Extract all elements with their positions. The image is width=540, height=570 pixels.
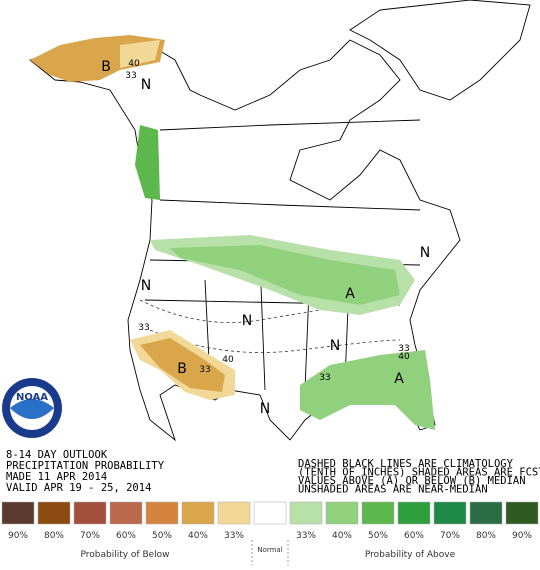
legend-swatch — [361, 501, 395, 525]
outlook-line: VALID APR 19 - 25, 2014 — [6, 482, 151, 494]
map-label: A — [394, 371, 404, 387]
map-label: N — [330, 338, 340, 354]
legend-swatch — [505, 501, 539, 525]
note-line: DASHED BLACK LINES ARE CLIMATOLOGY — [298, 458, 514, 470]
legend-label: 33% — [224, 531, 244, 541]
legend-swatch — [145, 501, 179, 525]
legend-swatch — [73, 501, 107, 525]
map-label: B — [177, 361, 187, 377]
legend-swatch — [325, 501, 359, 525]
note-line: UNSHADED AREAS ARE NEAR-MEDIAN — [298, 484, 488, 496]
outlook-line: 8-14 DAY OUTLOOK — [6, 449, 108, 461]
legend-swatch — [1, 501, 35, 525]
legend-swatch — [37, 501, 71, 525]
logo-text: NOAA — [16, 392, 48, 403]
map-label: 40 — [398, 352, 410, 362]
map-label: 33 — [319, 373, 330, 383]
legend-swatch — [289, 501, 323, 525]
legend-label: 80% — [476, 531, 496, 541]
outlook-line: MADE 11 APR 2014 — [6, 471, 107, 483]
legend-label: 80% — [44, 531, 64, 541]
map-label: N — [141, 77, 151, 93]
map-label: N — [141, 278, 151, 294]
above-label: Probability of Above — [365, 550, 456, 560]
below-label: Probability of Below — [80, 550, 169, 560]
outlook-line: PRECIPITATION PROBABILITY — [6, 460, 165, 472]
legend-label: 60% — [116, 531, 136, 541]
map-label: B — [101, 59, 111, 75]
map-label: N — [242, 313, 252, 329]
noaa-logo: NOAA — [2, 378, 62, 438]
legend-label: 70% — [80, 531, 100, 541]
legend-swatch — [109, 501, 143, 525]
map-label: 33 — [138, 323, 149, 333]
note-line: (TENTH OF INCHES) SHADED AREAS ARE FCST — [298, 467, 540, 479]
note-line: VALUES ABOVE (A) OR BELOW (B) MEDIAN — [298, 475, 526, 487]
legend-label: 33% — [296, 531, 316, 541]
map-label: A — [345, 286, 355, 302]
legend-label: 50% — [152, 531, 172, 541]
legend-label: 50% — [368, 531, 388, 541]
legend-swatch — [181, 501, 215, 525]
map-label: 40 — [128, 59, 140, 69]
map-label: 40 — [222, 355, 234, 365]
legend-label: 90% — [512, 531, 532, 541]
legend-swatch — [253, 501, 287, 525]
map-label: 33 — [125, 71, 136, 81]
legend-swatch — [469, 501, 503, 525]
forecast-areas — [30, 35, 435, 430]
legend-label: 40% — [332, 531, 352, 541]
legend-label: 70% — [440, 531, 460, 541]
map-label: 33 — [199, 365, 210, 375]
map-label: N — [260, 401, 270, 417]
legend-dividers — [251, 540, 289, 565]
legend-label: 90% — [8, 531, 28, 541]
legend-swatch — [433, 501, 467, 525]
legend-swatch — [397, 501, 431, 525]
map-label: N — [420, 245, 430, 261]
legend-label: 40% — [188, 531, 208, 541]
legend-swatch — [217, 501, 251, 525]
normal-label: Normal — [257, 546, 282, 554]
map-label: 33 — [398, 344, 409, 354]
legend-label: 60% — [404, 531, 424, 541]
